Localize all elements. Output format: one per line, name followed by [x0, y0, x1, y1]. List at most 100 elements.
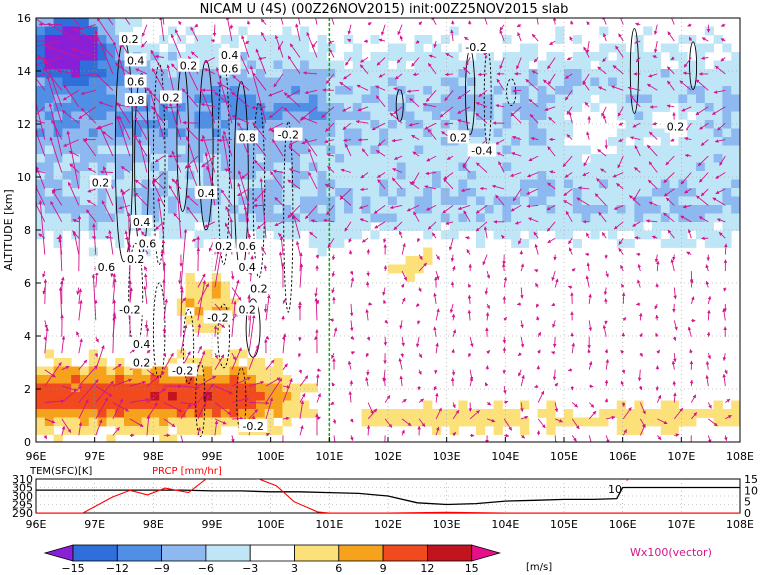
contour-label-box [124, 53, 147, 67]
tem-annotation: 10 [608, 483, 622, 496]
contour-label-box [195, 185, 217, 199]
contour-label: 0.2 [133, 357, 151, 370]
contour-label-box [664, 119, 687, 133]
colorbar-right-arrow [471, 544, 502, 562]
surface-x-tick-label: 103E [433, 518, 461, 531]
contour-labels: 0.20.20.40.60.8 0.20.20.40.60.8 -0.20.40.4… [89, 32, 687, 433]
contour-label: -0.2 [242, 420, 263, 433]
colorbar-segment [72, 544, 118, 562]
contour-label-box [136, 236, 159, 250]
surface-x-tick-label: 107E [667, 518, 695, 531]
contour-label-box [89, 175, 112, 189]
contour-label: 0.4 [238, 261, 256, 274]
tem-tick-label: 300 [12, 490, 33, 503]
colorbar-tick-label: 6 [335, 562, 342, 575]
x-tick-label: 105E [550, 450, 578, 463]
contour-label: 0.6 [127, 76, 145, 89]
contour-label-box [124, 93, 147, 107]
contour-label: 0.6 [139, 237, 157, 250]
contour-label: 0.2 [450, 131, 468, 144]
contour-label-box [115, 302, 145, 316]
contour-label: 0.2 [162, 92, 180, 105]
x-tick-label: 97E [84, 450, 105, 463]
contour-label: 0.8 [127, 94, 145, 107]
main-plot: 0.20.20.40.60.8 0.20.20.40.60.8 -0.20.40.4… [2, 12, 754, 463]
contour-label-box [130, 355, 153, 369]
contour-label-box [218, 61, 241, 75]
contour-label-box [236, 238, 259, 252]
contour-label: 0.4 [133, 216, 151, 229]
contour-label: 0.2 [180, 60, 198, 73]
contour-label-box [236, 260, 259, 274]
prcp-tick-label: 10 [744, 484, 758, 497]
contour-label-box [461, 40, 491, 54]
surface-x-tick-label: 96E [26, 518, 47, 531]
colorbar-tick-label: 3 [291, 562, 298, 575]
surface-x-tick-label: 100E [257, 518, 285, 531]
contour-label: 0.2 [92, 176, 110, 189]
tem-legend: TEM(SFC)[K] [29, 466, 92, 477]
contour-label: 0.2 [127, 253, 145, 266]
contour-label-box [124, 252, 147, 266]
y-tick-label: 0 [24, 436, 31, 449]
prcp-tick-label: 0 [744, 507, 751, 520]
surface-x-tick-label: 105E [550, 518, 578, 531]
y-tick-label: 10 [17, 171, 31, 184]
y-tick-label: 14 [17, 65, 31, 78]
contour-label: 0.6 [98, 261, 116, 274]
colorbar-tick-label: −15 [61, 562, 84, 575]
vector-legend: Wx100(vector) [630, 546, 712, 559]
contour-label: 0.6 [221, 62, 239, 75]
surface-x-tick-label: 102E [374, 518, 402, 531]
contour-label: 0.2 [121, 33, 139, 46]
contour-label-box [95, 260, 118, 274]
surface-x-tick-label: 106E [609, 518, 637, 531]
colorbar-segment [205, 544, 251, 562]
surface-lines [36, 479, 740, 513]
colorbar-segment [426, 544, 473, 562]
x-tick-label: 103E [433, 450, 461, 463]
contour-label: -0.2 [119, 304, 140, 317]
surface-x-tick-label: 98E [143, 518, 164, 531]
surface-x-tick-label: 104E [491, 518, 519, 531]
x-tick-label: 98E [143, 450, 164, 463]
colorbar-segment [382, 544, 428, 562]
contour-label-box [236, 302, 259, 316]
prcp-legend: PRCP [mm/hr] [152, 466, 222, 477]
contour-label-box [203, 310, 233, 324]
surface-x-tick-label: 101E [315, 518, 343, 531]
contour-label-box [447, 130, 470, 144]
tem-tick-label: 310 [12, 473, 33, 486]
prcp-tick-label: 15 [744, 473, 758, 486]
colorbar-segment [249, 544, 295, 562]
y-tick-label: 2 [24, 383, 31, 396]
contour-label-box [130, 215, 153, 228]
wind-vectors [36, 18, 732, 442]
contour-label-box [218, 48, 241, 62]
contour-label-box [177, 58, 200, 72]
x-tick-label: 99E [202, 450, 223, 463]
x-tick-label: 104E [491, 450, 519, 463]
contour-label: 0.2 [215, 240, 233, 253]
contour-label: 0.8 [238, 131, 256, 144]
contour-label: 0.2 [250, 282, 268, 295]
surface-x-axis: 96E 97E 98E 99E 100E 101E 102E 103E 104E 105E 106E… [26, 518, 754, 531]
y-tick-label: 16 [17, 12, 31, 25]
x-axis-main: 96E 97E 98E 99E 100E 101E 102E 103E 104E 105E 106E… [26, 437, 754, 463]
contour-label: -0.2 [465, 41, 486, 54]
surface-x-tick-label: 97E [84, 518, 105, 531]
y-tick-label: 6 [24, 277, 31, 290]
colorbar-tick-label: −12 [106, 562, 129, 575]
contour-label: 0.4 [197, 187, 215, 200]
x-tick-label: 100E [257, 450, 285, 463]
colorbar-left-arrow [43, 544, 74, 562]
colorbar-tick-label: −3 [242, 562, 258, 575]
y-tick-label: 4 [24, 330, 31, 343]
y-tick-label: 12 [17, 118, 31, 131]
prcp-tick-label: 5 [744, 496, 751, 509]
colorbar-segment [161, 544, 207, 562]
